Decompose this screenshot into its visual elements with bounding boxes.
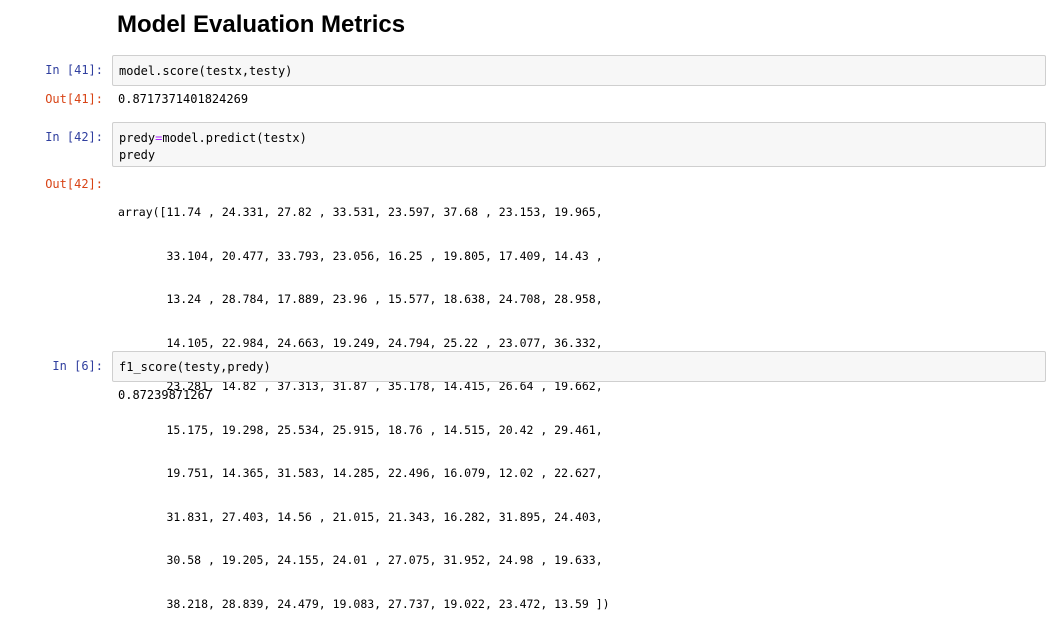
output-line: 31.831, 27.403, 14.56 , 21.015, 21.343, …: [118, 509, 603, 524]
output-line: 30.58 , 19.205, 24.155, 24.01 , 27.075, …: [118, 553, 603, 567]
output-line: 23.281, 14.82 , 37.313, 31.87 , 35.178, …: [118, 379, 603, 393]
output-line: 19.751, 14.365, 31.583, 14.285, 22.496, …: [118, 466, 603, 480]
section-heading: Model Evaluation Metrics: [117, 11, 406, 38]
code-call: model.predict(testx): [162, 131, 307, 145]
output-line: 13.24 , 28.784, 17.889, 23.96 , 15.577, …: [118, 292, 603, 306]
code-cell-input[interactable]: predy=model.predict(testx) predy: [112, 122, 1046, 167]
cell-output: 0.8717371401824269: [118, 92, 249, 106]
output-prompt: Out[42]:: [45, 177, 103, 191]
code-variable: predy: [119, 131, 156, 145]
code-line: model.score(testx,testy): [119, 64, 293, 78]
output-line: 38.218, 28.839, 24.479, 19.083, 27.737, …: [118, 596, 610, 611]
output-line: array([11.74 , 24.331, 27.82 , 33.531, 2…: [118, 205, 603, 219]
code-line: f1_score(testy,predy): [119, 360, 271, 374]
code-operator: =: [155, 131, 163, 145]
cell-output: 0.87239871267: [118, 388, 212, 402]
code-cell-input[interactable]: model.score(testx,testy): [112, 55, 1046, 86]
code-line: predy=model.predict(testx): [119, 130, 1039, 147]
output-line: 14.105, 22.984, 24.663, 19.249, 24.794, …: [118, 335, 603, 350]
input-prompt: In [42]:: [45, 130, 103, 144]
input-prompt: In [41]:: [45, 63, 103, 77]
input-prompt: In [6]:: [52, 359, 103, 373]
code-line: predy: [119, 148, 156, 162]
output-line: 33.104, 20.477, 33.793, 23.056, 16.25 , …: [118, 248, 603, 263]
output-line: 15.175, 19.298, 25.534, 25.915, 18.76 , …: [118, 422, 603, 437]
code-cell-input[interactable]: f1_score(testy,predy): [112, 351, 1046, 382]
output-prompt: Out[41]:: [45, 92, 103, 106]
